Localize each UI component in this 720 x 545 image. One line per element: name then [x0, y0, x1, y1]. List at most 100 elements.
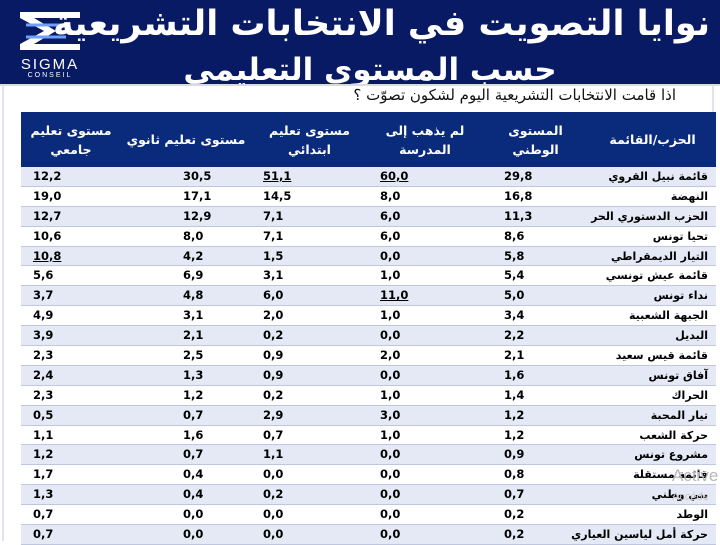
value-cell: 6,9 — [121, 265, 251, 287]
value-cell: 4,2 — [121, 246, 251, 267]
column-header: مستوى تعليم جامعي — [21, 112, 121, 167]
value-cell: 2,3 — [21, 385, 121, 406]
value-cell: 0,0 — [368, 444, 482, 466]
value-cell: 0,7 — [251, 425, 368, 446]
value-cell: 11,3 — [482, 206, 589, 227]
value-cell: 1,0 — [368, 265, 482, 287]
value-cell: 1,1 — [21, 425, 121, 446]
value-cell: 0,7 — [21, 524, 121, 545]
value-cell: 1,0 — [368, 385, 482, 406]
value-cell: 2,4 — [21, 365, 121, 386]
table-row: الحزب الدستوري الحر 11,3 6,0 7,1 12,9 12,7 — [21, 206, 716, 227]
party-name-cell: قائمة عيش تونسي — [589, 265, 716, 287]
value-cell: 0,0 — [121, 504, 251, 526]
party-name-cell: الحراك — [589, 385, 716, 406]
page-subtitle: حسب المستوى التعليمي — [183, 52, 557, 84]
value-cell: 0,9 — [482, 444, 589, 466]
activation-watermark-sub: Accéde — [672, 491, 709, 503]
column-header: الحزب/القائمة — [589, 112, 716, 167]
value-cell: 0,2 — [482, 504, 589, 526]
value-cell: 51,1 — [251, 167, 368, 187]
value-cell: 3,1 — [251, 265, 368, 287]
party-name-cell: قائمة نبيل القروي — [589, 167, 716, 187]
value-cell: 0,2 — [251, 325, 368, 347]
value-cell: 0,0 — [368, 464, 482, 486]
value-cell: 10,8 — [21, 246, 121, 267]
value-cell: 0,7 — [121, 444, 251, 466]
value-cell: 0,7 — [21, 504, 121, 526]
table-row: تحيا تونس 8,6 6,0 7,1 8,0 10,6 — [21, 226, 716, 247]
results-table: الحزب/القائمة المستوى الوطني لم يذهب إلى ا… — [21, 112, 716, 545]
value-cell: 1,2 — [482, 425, 589, 446]
column-header: مستوى تعليم ثانوي — [121, 112, 251, 167]
value-cell: 7,1 — [251, 206, 368, 227]
party-name-cell: آفاق تونس — [589, 365, 716, 386]
value-cell: 1,6 — [482, 365, 589, 386]
value-cell: 1,2 — [482, 405, 589, 426]
party-name-cell: قائمة مستقلة — [589, 464, 716, 486]
survey-question: اذا قامت الانتخابات التشريعية اليوم لشكو… — [353, 86, 676, 104]
column-header: مستوى تعليم ابتدائي — [251, 112, 368, 167]
value-cell: 8,0 — [121, 226, 251, 247]
column-header: لم يذهب إلى المدرسة — [368, 112, 482, 167]
value-cell: 6,0 — [251, 285, 368, 307]
value-cell: 0,0 — [368, 524, 482, 545]
party-name-cell: البديل — [589, 325, 716, 347]
value-cell: 0,0 — [368, 484, 482, 506]
value-cell: 0,2 — [251, 484, 368, 506]
value-cell: 6,0 — [368, 226, 482, 247]
value-cell: 0,7 — [121, 405, 251, 426]
table-row: النهضة 16,8 8,0 14,5 17,1 19,0 — [21, 186, 716, 207]
value-cell: 1,4 — [482, 385, 589, 406]
table-row: حركة أمل لياسين العياري 0,2 0,0 0,0 0,0 0,7 — [21, 524, 716, 545]
value-cell: 60,0 — [368, 167, 482, 187]
party-name-cell: حركة أمل لياسين العياري — [571, 524, 716, 545]
table-row: حركة الشعب 1,2 1,0 0,7 1,6 1,1 — [21, 425, 716, 446]
party-name-cell: قائمة قيس سعيد — [589, 345, 716, 366]
value-cell: 0,0 — [368, 246, 482, 267]
table-row: بني وطني 0,7 0,0 0,2 0,4 1,3 — [21, 484, 716, 506]
value-cell: 5,0 — [482, 285, 589, 307]
value-cell: 1,1 — [251, 444, 368, 466]
value-cell: 1,3 — [121, 365, 251, 386]
party-name-cell: نداء تونس — [589, 285, 716, 307]
value-cell: 0,0 — [251, 504, 368, 526]
value-cell: 1,0 — [368, 425, 482, 446]
value-cell: 2,1 — [482, 345, 589, 366]
table-row: قائمة عيش تونسي 5,4 1,0 3,1 6,9 5,6 — [21, 265, 716, 287]
value-cell: 0,8 — [482, 464, 589, 486]
value-cell: 1,3 — [21, 484, 121, 506]
table-row: قائمة قيس سعيد 2,1 2,0 0,9 2,5 2,3 — [21, 345, 716, 366]
table-row: الجبهة الشعبية 3,4 1,0 2,0 3,1 4,9 — [21, 305, 716, 327]
value-cell: 8,6 — [482, 226, 589, 247]
table-row: مشروع تونس 0,9 0,0 1,1 0,7 1,2 — [21, 444, 716, 466]
value-cell: 1,2 — [21, 444, 121, 466]
party-name-cell: الجبهة الشعبية — [589, 305, 716, 327]
value-cell: 2,1 — [121, 325, 251, 347]
table-row: الحراك 1,4 1,0 0,2 1,2 2,3 — [21, 385, 716, 406]
value-cell: 1,0 — [368, 305, 482, 327]
table-row: البديل 2,2 0,0 0,2 2,1 3,9 — [21, 325, 716, 347]
value-cell: 0,7 — [482, 484, 589, 506]
party-name-cell: مشروع تونس — [589, 444, 716, 466]
activation-watermark: Active — [672, 466, 719, 485]
value-cell: 2,2 — [482, 325, 589, 347]
party-name-cell: بني وطني — [589, 484, 716, 506]
value-cell: 3,9 — [21, 325, 121, 347]
value-cell: 3,4 — [482, 305, 589, 327]
value-cell: 0,9 — [251, 345, 368, 366]
table-row: تيار المحبة 1,2 3,0 2,9 0,7 0,5 — [21, 405, 716, 426]
value-cell: 0,5 — [21, 405, 121, 426]
party-name-cell: النهضة — [589, 186, 716, 207]
value-cell: 2,9 — [251, 405, 368, 426]
value-cell: 1,6 — [121, 425, 251, 446]
value-cell: 12,9 — [121, 206, 251, 227]
value-cell: 3,0 — [368, 405, 482, 426]
party-name-cell: تيار المحبة — [589, 405, 716, 426]
table-row: نداء تونس 5,0 11,0 6,0 4,8 3,7 — [21, 285, 716, 307]
logo-subtitle: CONSEIL — [27, 72, 73, 79]
table-row: التيار الديمقراطي 5,8 0,0 1,5 4,2 10,8 — [21, 246, 716, 267]
value-cell: 17,1 — [121, 186, 251, 207]
table-body: قائمة نبيل القروي 29,8 60,0 51,1 30,5 12,2 الن… — [21, 167, 716, 545]
party-name-cell: الوطد — [589, 504, 716, 526]
